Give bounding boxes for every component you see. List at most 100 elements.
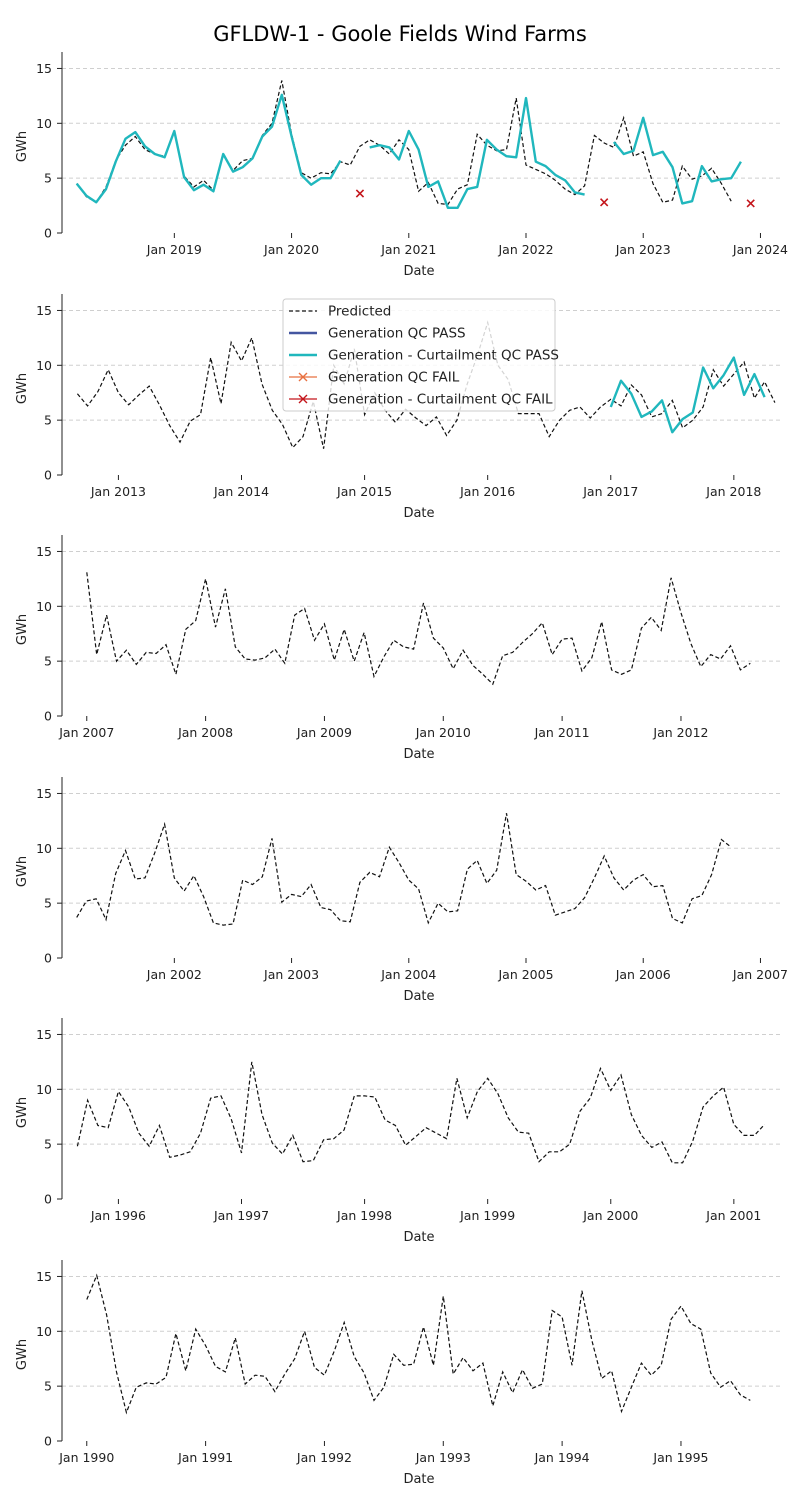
x-tick-label: Jan 1997 [213, 1208, 269, 1223]
y-tick-label: 5 [44, 896, 52, 911]
series-curtailment-fail-marker [599, 198, 609, 207]
x-axis-label: Date [403, 506, 434, 521]
y-axis-label: GWh [15, 373, 30, 404]
series-predicted-line [76, 813, 732, 926]
legend-label: Generation - Curtailment QC PASS [328, 348, 559, 364]
x-tick-label: Jan 2014 [213, 484, 269, 499]
y-tick-label: 10 [36, 116, 52, 131]
legend-label: Generation QC FAIL [328, 370, 460, 386]
x-tick-label: Jan 2006 [615, 967, 671, 982]
x-tick-label: Jan 2019 [146, 242, 202, 257]
x-tick-label: Jan 2018 [705, 484, 761, 499]
x-tick-label: Jan 2008 [177, 725, 233, 740]
y-tick-label: 15 [36, 61, 52, 76]
y-tick-label: 5 [44, 1137, 52, 1152]
x-tick-label: Jan 2011 [534, 725, 590, 740]
legend-box [282, 298, 556, 412]
figure-title: GFLDW-1 - Goole Fields Wind Farms [213, 22, 587, 46]
x-tick-label: Jan 2017 [582, 484, 638, 499]
series-curtailment-fail-marker [355, 189, 365, 198]
x-tick-label: Jan 2012 [652, 725, 708, 740]
x-tick-label: Jan 1998 [336, 1208, 392, 1223]
x-axis-label: Date [403, 747, 434, 762]
y-tick-label: 0 [44, 226, 52, 241]
x-tick-label: Jan 1993 [415, 1450, 471, 1465]
chart-panel-1: 0 5 10 15 Jan 2019 Jan 2020 Jan 2021 Jan 2022 Ja… [15, 52, 788, 279]
y-tick-label: 10 [36, 599, 52, 614]
y-tick-label: 10 [36, 841, 52, 856]
series-predicted-line [76, 320, 776, 449]
legend-x-marker [298, 372, 308, 382]
y-tick-label: 15 [36, 1269, 52, 1284]
x-tick-label: Jan 1999 [459, 1208, 515, 1223]
x-tick-label: Jan 2005 [497, 967, 553, 982]
x-tick-label: Jan 2004 [380, 967, 436, 982]
x-tick-label: Jan 2001 [705, 1208, 761, 1223]
x-tick-label: Jan 1990 [58, 1450, 114, 1465]
x-tick-label: Jan 2000 [582, 1208, 638, 1223]
y-axis-label: GWh [15, 131, 30, 162]
legend-label: Generation - Curtailment QC FAIL [328, 392, 553, 408]
y-tick-label: 15 [36, 786, 52, 801]
y-tick-label: 5 [44, 413, 52, 428]
y-tick-label: 5 [44, 1379, 52, 1394]
legend: Predicted Generation QC PASS Generation - … [282, 298, 559, 412]
y-tick-label: 10 [36, 1082, 52, 1097]
y-tick-label: 5 [44, 654, 52, 669]
x-tick-label: Jan 2002 [146, 967, 202, 982]
series-curtailment-pass-line [369, 96, 585, 210]
y-tick-label: 15 [36, 544, 52, 559]
y-axis-label: GWh [15, 856, 30, 887]
series-predicted-line [86, 1273, 751, 1415]
x-tick-label: Jan 2007 [732, 967, 788, 982]
legend-label: Predicted [328, 304, 391, 320]
y-tick-label: 5 [44, 171, 52, 186]
series-curtailment-pass-line [75, 93, 342, 204]
x-tick-label: Jan 2020 [263, 242, 319, 257]
x-tick-label: Jan 2003 [263, 967, 319, 982]
y-tick-label: 0 [44, 1434, 52, 1449]
series-curtailment-fail-marker [746, 199, 755, 208]
series-curtailment-pass-line [609, 356, 766, 434]
y-tick-label: 0 [44, 951, 52, 966]
y-tick-label: 10 [36, 1324, 52, 1339]
chart-panel-6: 0 5 10 15 Jan 1990 Jan 1991 Jan 1992 Jan 1993 Ja… [15, 1260, 780, 1487]
x-tick-label: Jan 2007 [58, 725, 114, 740]
x-tick-label: Jan 2023 [615, 242, 671, 257]
legend-x-marker [298, 394, 308, 404]
y-axis-label: GWh [15, 1097, 30, 1128]
x-tick-label: Jan 1994 [534, 1450, 590, 1465]
x-tick-label: Jan 1992 [296, 1450, 352, 1465]
series-predicted-line [76, 1061, 766, 1164]
y-tick-label: 15 [36, 303, 52, 318]
y-tick-label: 15 [36, 1027, 52, 1042]
x-axis-label: Date [403, 1230, 434, 1245]
x-tick-label: Jan 1991 [177, 1450, 233, 1465]
x-tick-label: Jan 2013 [90, 484, 146, 499]
x-tick-label: Jan 2009 [296, 725, 352, 740]
x-tick-label: Jan 2022 [497, 242, 553, 257]
x-tick-label: Jan 2016 [459, 484, 515, 499]
x-axis-label: Date [403, 264, 434, 279]
x-axis-label: Date [403, 1472, 434, 1487]
chart-panel-4: 0 5 10 15 Jan 2002 Jan 2003 Jan 2004 Jan 2005 Ja… [15, 777, 788, 1004]
y-axis-label: GWh [15, 614, 30, 645]
x-tick-label: Jan 1996 [90, 1208, 146, 1223]
y-tick-label: 0 [44, 709, 52, 724]
x-tick-label: Jan 1995 [652, 1450, 708, 1465]
series-predicted-line [86, 572, 751, 686]
y-tick-label: 0 [44, 468, 52, 483]
chart-panel-3: 0 5 10 15 Jan 2007 Jan 2008 Jan 2009 Jan 2010 Ja… [15, 535, 780, 762]
x-tick-label: Jan 2015 [336, 484, 392, 499]
y-tick-label: 0 [44, 1192, 52, 1207]
y-axis-label: GWh [15, 1339, 30, 1370]
x-tick-label: Jan 2010 [415, 725, 471, 740]
x-tick-label: Jan 2021 [380, 242, 436, 257]
series-curtailment-pass-line [612, 116, 742, 205]
chart-panel-5: 0 5 10 15 Jan 1996 Jan 1997 Jan 1998 Jan 1999 Ja… [15, 1018, 780, 1245]
legend-label: Generation QC PASS [328, 326, 466, 342]
x-tick-label: Jan 2024 [732, 242, 788, 257]
x-axis-label: Date [403, 989, 434, 1004]
y-tick-label: 10 [36, 358, 52, 373]
